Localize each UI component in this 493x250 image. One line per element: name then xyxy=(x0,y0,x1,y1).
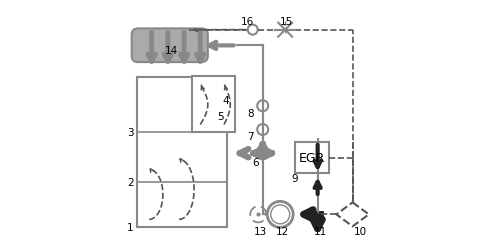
Text: 11: 11 xyxy=(314,226,327,236)
Circle shape xyxy=(248,26,258,36)
Circle shape xyxy=(257,124,268,136)
Text: EGR: EGR xyxy=(299,152,325,164)
Circle shape xyxy=(267,202,293,228)
Text: 5: 5 xyxy=(217,111,224,121)
Text: 8: 8 xyxy=(247,109,253,119)
Text: 16: 16 xyxy=(241,17,254,27)
Text: 2: 2 xyxy=(127,177,134,187)
Text: 3: 3 xyxy=(127,128,134,138)
Text: 14: 14 xyxy=(165,46,178,56)
Text: 12: 12 xyxy=(276,226,289,236)
Text: 15: 15 xyxy=(280,17,293,27)
Text: 6: 6 xyxy=(252,157,258,167)
Text: 13: 13 xyxy=(253,226,267,236)
Bar xyxy=(192,76,235,132)
Text: 9: 9 xyxy=(292,174,298,184)
Bar xyxy=(137,78,226,227)
Bar xyxy=(295,142,329,174)
Text: 7: 7 xyxy=(247,131,253,141)
Text: 1: 1 xyxy=(127,222,134,232)
Text: 10: 10 xyxy=(353,226,367,236)
Text: 4: 4 xyxy=(222,95,229,105)
Circle shape xyxy=(257,101,268,112)
FancyBboxPatch shape xyxy=(132,29,208,63)
Circle shape xyxy=(271,205,290,224)
